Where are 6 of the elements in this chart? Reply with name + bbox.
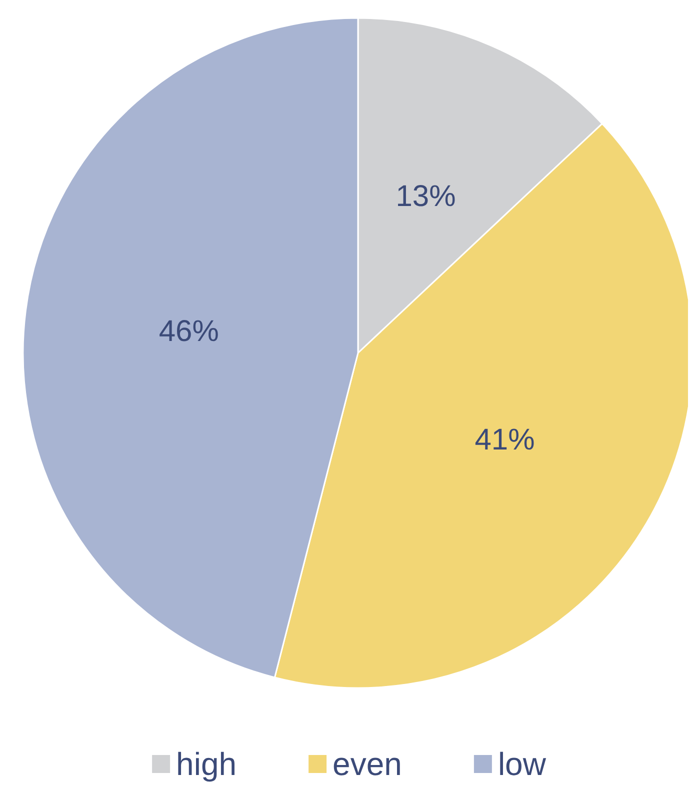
legend-label: even	[332, 746, 402, 782]
data-label: 13%	[396, 180, 456, 214]
data-label: 41%	[474, 423, 535, 456]
legend-label: low	[498, 746, 547, 782]
data-label: 46%	[158, 315, 219, 348]
legend-label: high	[176, 746, 237, 782]
